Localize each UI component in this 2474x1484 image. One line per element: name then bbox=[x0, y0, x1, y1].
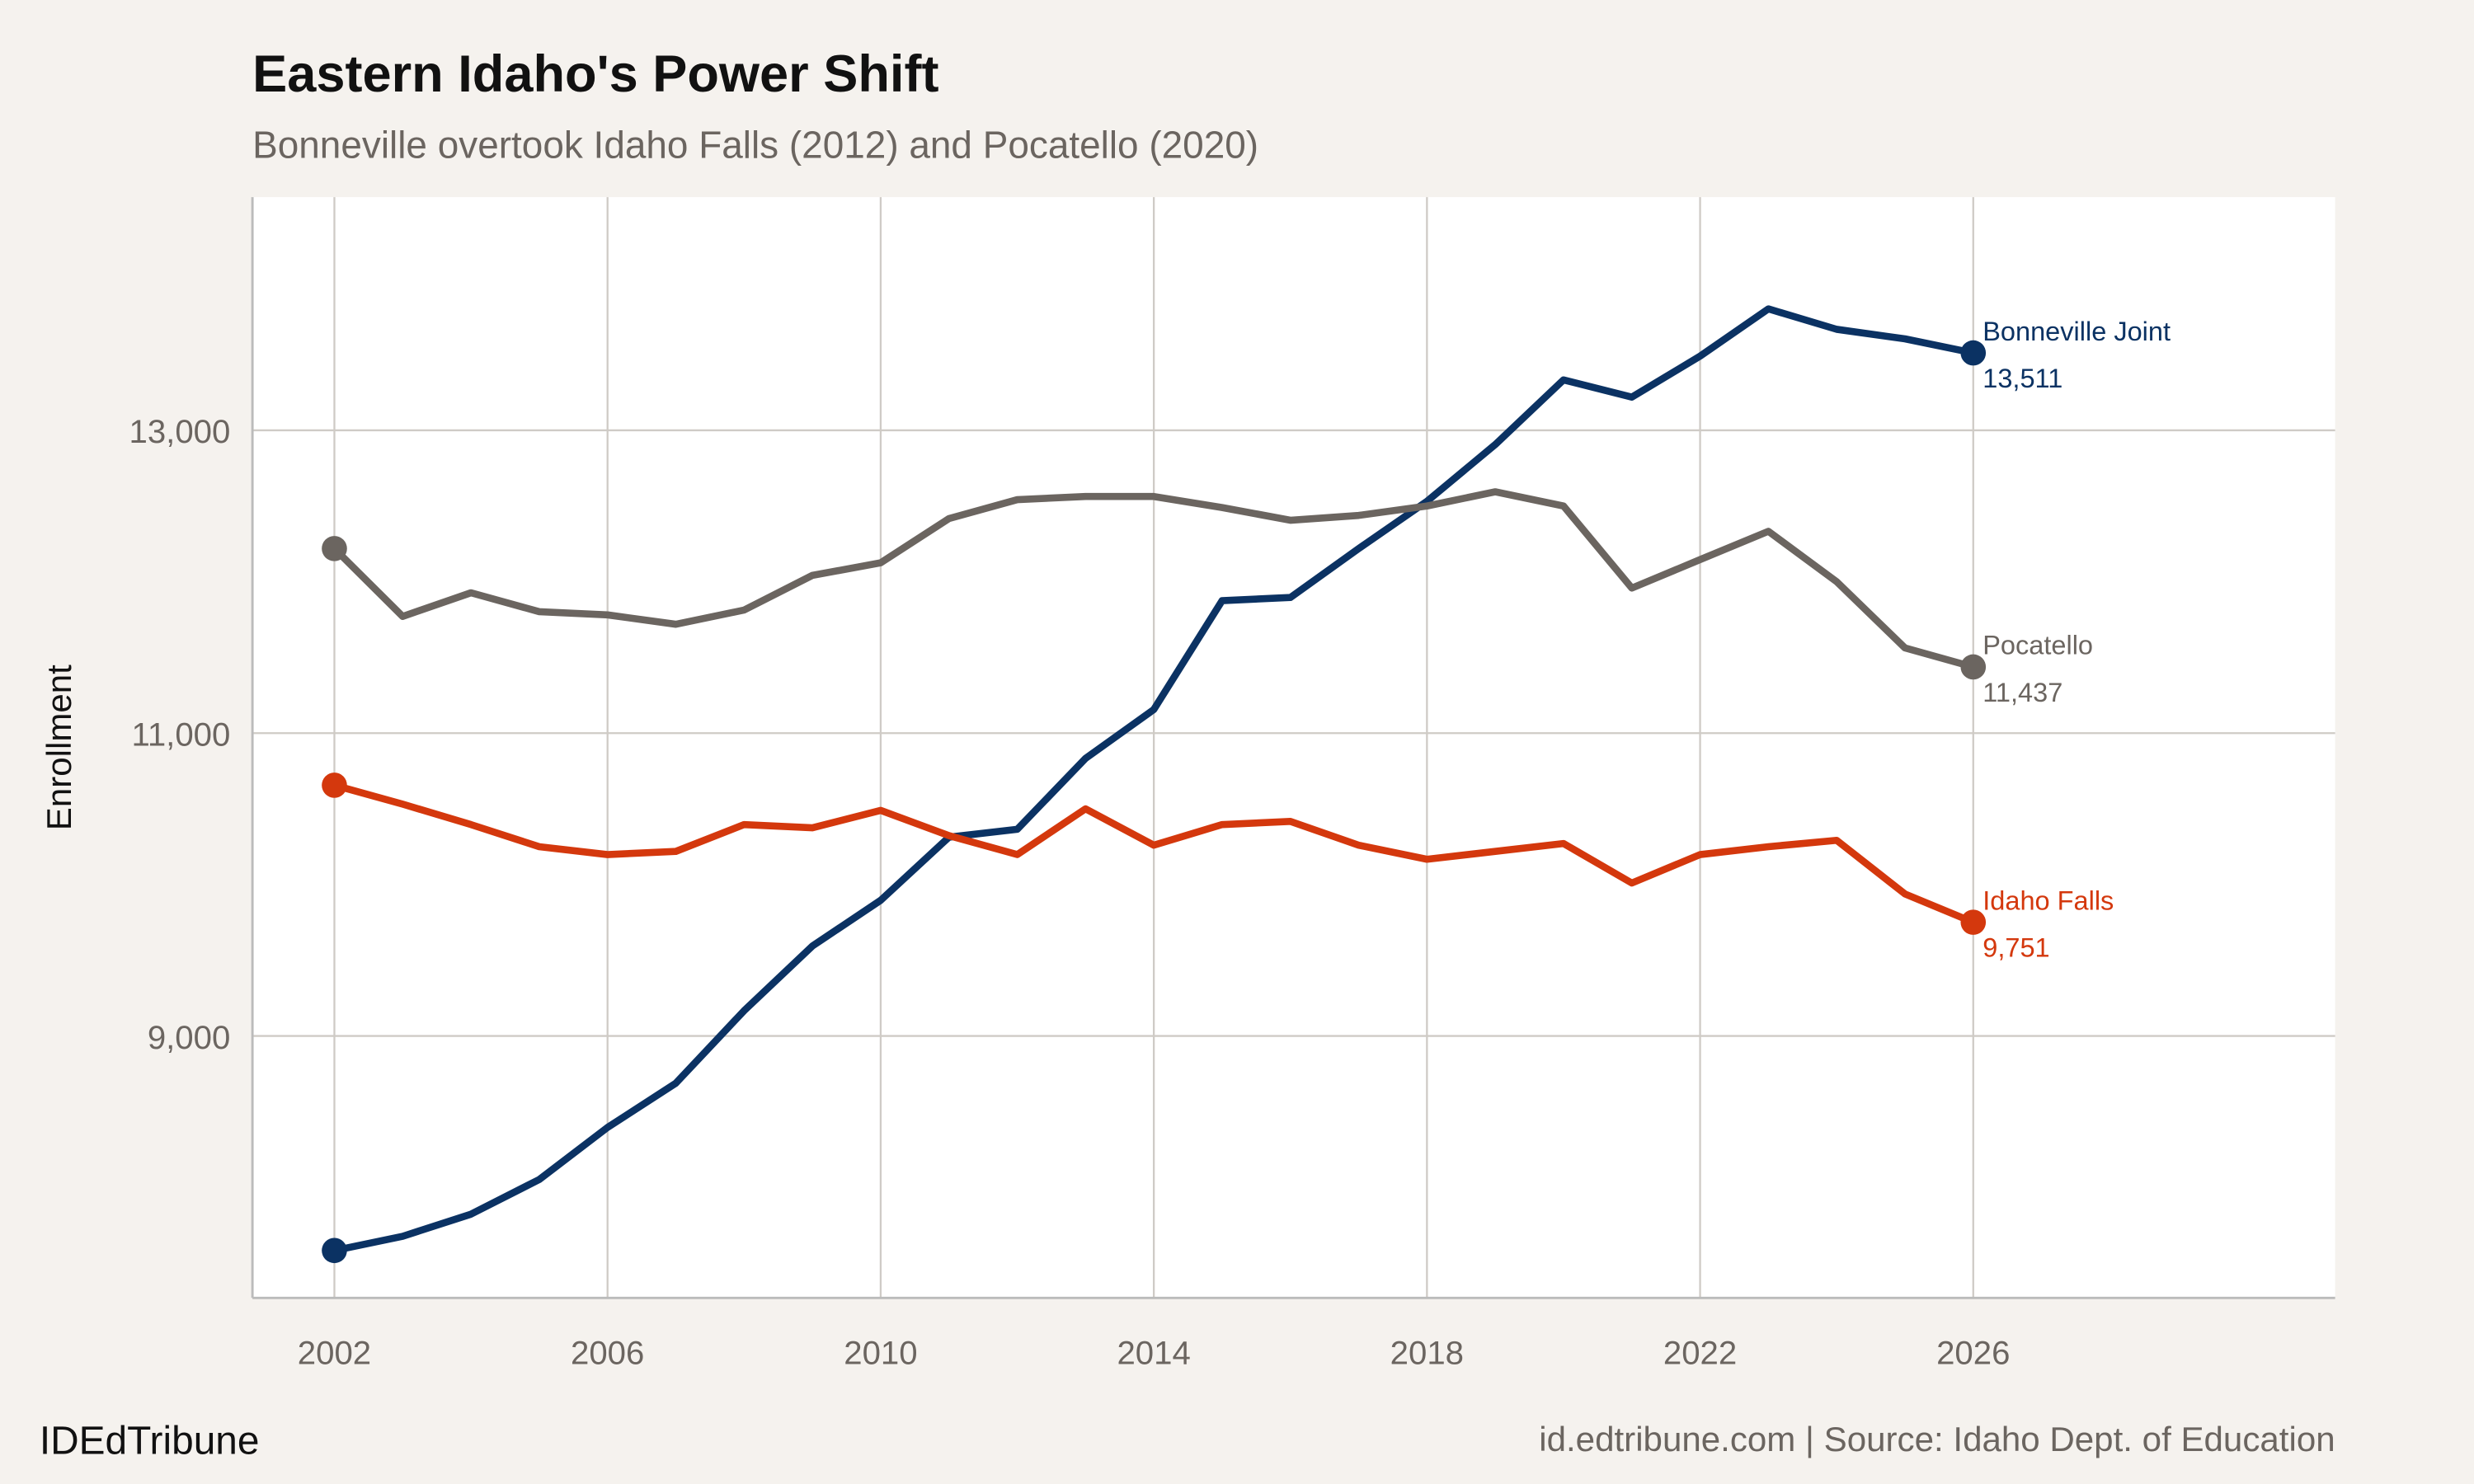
brand-label: IDEdTribune bbox=[40, 1420, 260, 1463]
x-tick-label: 2022 bbox=[1663, 1335, 1737, 1372]
series-value-label: 9,751 bbox=[1982, 933, 2049, 963]
y-tick-label: 13,000 bbox=[129, 413, 230, 450]
series-line bbox=[332, 488, 1974, 671]
x-tick-label: 2014 bbox=[1117, 1335, 1190, 1372]
x-tick-label: 2002 bbox=[298, 1335, 371, 1372]
y-axis-label: Enrollment bbox=[40, 665, 78, 830]
series-name-label: Bonneville Joint bbox=[1982, 317, 2171, 346]
x-tick-label: 2026 bbox=[1936, 1335, 2010, 1372]
series-endpoint bbox=[1960, 340, 1987, 366]
series-endpoint bbox=[322, 773, 347, 798]
x-tick-label: 2018 bbox=[1390, 1335, 1464, 1372]
x-tick-label: 2010 bbox=[844, 1335, 917, 1372]
series-endpoint bbox=[1960, 654, 1987, 680]
source-caption: id.edtribune.com | Source: Idaho Dept. o… bbox=[1539, 1420, 2335, 1458]
series-name-label: Pocatello bbox=[1982, 631, 2093, 660]
series-endpoint bbox=[1960, 909, 1987, 935]
x-tick-label: 2006 bbox=[571, 1335, 644, 1372]
y-tick-label: 9,000 bbox=[148, 1019, 231, 1056]
series-name-label: Idaho Falls bbox=[1982, 885, 2114, 915]
y-tick-label: 11,000 bbox=[131, 716, 230, 754]
series-line bbox=[333, 305, 1974, 1255]
series-value-label: 11,437 bbox=[1982, 678, 2062, 707]
series-value-label: 13,511 bbox=[1982, 364, 2062, 393]
series-endpoint bbox=[322, 1237, 347, 1264]
plot-area bbox=[252, 197, 2335, 1298]
chart-subtitle: Bonneville overtook Idaho Falls (2012) a… bbox=[252, 123, 1258, 166]
series-endpoint bbox=[322, 536, 347, 561]
chart-title: Eastern Idaho's Power Shift bbox=[252, 45, 938, 103]
series-line bbox=[333, 782, 1975, 926]
